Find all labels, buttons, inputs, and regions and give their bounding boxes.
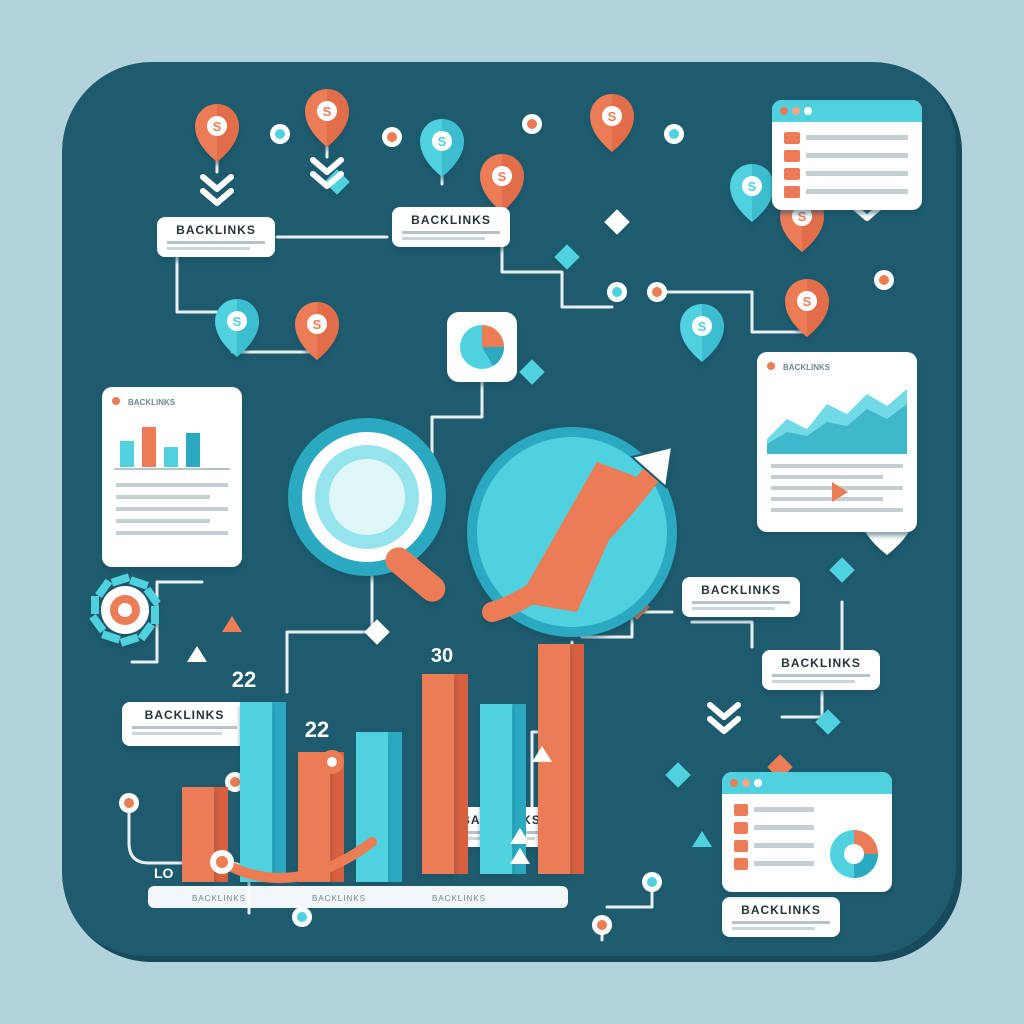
backlinks-label-text: BACKLINKS [176,223,256,237]
diamond-node [815,709,840,734]
line-chart-card: BACKLINKS [757,352,917,532]
location-pin-icon: S [480,154,524,212]
axis-label: BACKLINKS [432,894,486,903]
svg-text:S: S [803,294,812,309]
svg-text:BACKLINKS: BACKLINKS [783,363,831,372]
arrow-up-icon [222,616,242,632]
report-card: BACKLINKS [102,387,242,567]
svg-text:S: S [498,169,507,184]
bar-value: 30 [431,645,453,667]
backlinks-label: BACKLINKS [762,650,880,690]
pie-chart-icon [447,312,517,382]
svg-text:S: S [698,319,707,334]
backlinks-label: BACKLINKS [122,702,247,746]
diamond-node [604,209,629,234]
magnifier-icon [289,419,451,607]
svg-text:S: S [313,317,322,332]
diamond-node [364,619,389,644]
svg-text:BACKLINKS: BACKLINKS [128,398,176,407]
backlinks-label-text: BACKLINKS [411,213,491,227]
bar-value: 22 [305,717,329,742]
arrow-up-icon [187,646,207,662]
growth-circle-icon [467,427,677,637]
location-pin-icon: S [420,119,464,177]
backlinks-label: BACKLINKS [682,577,800,617]
gear-icon [89,573,160,646]
browser-pie-card [722,772,892,892]
backlinks-label-text: BACKLINKS [781,656,861,670]
backlinks-label-text: BACKLINKS [741,903,821,917]
svg-text:S: S [748,179,757,194]
diamond-node [665,762,690,787]
chevron-down-icon [710,705,738,731]
location-pin-icon: S [305,89,349,147]
location-pin-icon: S [730,164,774,222]
chevron-down-icon [203,177,231,203]
backlinks-label: BACKLINKS [392,207,510,247]
location-pin-icon: S [680,304,724,362]
location-pin-icon: S [785,279,829,337]
arrow-up-icon [692,831,712,847]
browser-card [772,100,922,210]
svg-text:S: S [608,109,617,124]
axis-label: BACKLINKS [192,894,246,903]
backlinks-label-text: BACKLINKS [701,583,781,597]
location-pin-icon: S [590,94,634,152]
axis-label: BACKLINKS [312,894,366,903]
diamond-node [829,557,854,582]
svg-text:S: S [323,104,332,119]
outer-canvas: S S S S S S S S S S S BACKLINKS BACKLINKS BACKLINKS BA… [0,0,1024,1024]
backlinks-label: BACKLINKS [157,217,275,257]
bar-chart [422,644,584,874]
infographic-svg: S S S S S S S S S S S BACKLINKS BACKLINKS BACKLINKS BA… [62,62,962,962]
backlinks-label-text: BACKLINKS [145,708,225,722]
backlinks-label: BACKLINKS [722,897,840,937]
svg-text:S: S [438,134,447,149]
axis-y-label: LO [154,865,174,881]
location-pin-icon: S [195,104,239,162]
diamond-node [554,244,579,269]
svg-text:S: S [213,119,222,134]
bar-value: 22 [232,667,256,692]
infographic-panel: S S S S S S S S S S S BACKLINKS BACKLINKS BACKLINKS BA… [62,62,962,962]
diamond-node [519,359,544,384]
svg-text:S: S [798,209,807,224]
location-pin-icon: S [215,299,259,357]
svg-text:S: S [233,314,242,329]
